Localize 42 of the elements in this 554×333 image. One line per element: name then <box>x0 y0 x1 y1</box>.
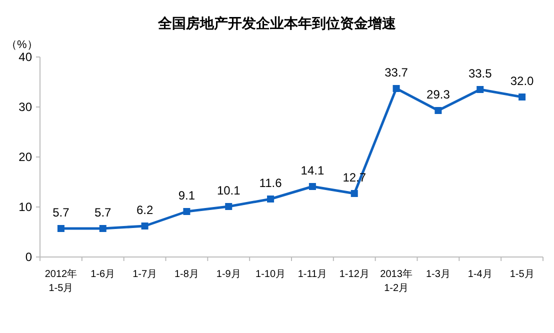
data-label: 9.1 <box>178 188 196 202</box>
point <box>476 86 484 93</box>
point <box>392 85 400 92</box>
chart-title: 全国房地产开发企业本年到位资金增速 <box>157 15 397 31</box>
x-tick-label: 2013年 1-2月 <box>380 268 412 294</box>
point <box>141 222 148 230</box>
data-label: 5.7 <box>94 206 112 220</box>
y-tick-label: 30 <box>18 100 32 114</box>
x-tick-label: 1-12月 <box>339 269 370 280</box>
x-tick-label: 1-6月 <box>90 269 116 280</box>
x-tick-label: 1-5月 <box>510 269 534 280</box>
point <box>518 94 526 100</box>
y-tick-label: 0 <box>25 250 32 264</box>
x-tick-label: 1-8月 <box>174 269 199 280</box>
y-tick-label: 40 <box>18 50 32 64</box>
data-label: 5.7 <box>52 206 70 220</box>
y-axis-title: （%） <box>6 39 38 51</box>
point <box>57 225 64 232</box>
data-label: 6.2 <box>136 203 154 217</box>
x-tick-label: 2012年 1-5月 <box>44 268 78 294</box>
data-label: 10.1 <box>216 184 241 198</box>
point <box>225 203 232 210</box>
data-label: 11.6 <box>259 176 282 190</box>
y-tick-label: 20 <box>18 150 32 164</box>
point <box>308 183 316 190</box>
x-tick-label: 1-10月 <box>256 269 286 280</box>
x-tick-label: 1-11月 <box>298 269 328 280</box>
point <box>267 196 274 202</box>
x-tick-label: 1-3月 <box>426 269 450 280</box>
point <box>350 190 358 197</box>
y-tick-label: 10 <box>18 200 32 214</box>
x-tick-label: 1-4月 <box>468 269 492 280</box>
data-label: 33.7 <box>384 66 408 80</box>
point <box>99 225 106 232</box>
point <box>183 208 190 215</box>
point <box>434 107 442 114</box>
data-label: 14.1 <box>300 164 324 178</box>
x-tick-label: 1-7月 <box>132 269 158 280</box>
data-label: 29.3 <box>426 88 450 102</box>
data-label: 32.0 <box>510 74 534 88</box>
x-tick-label: 1-9月 <box>216 269 241 280</box>
data-label: 33.5 <box>468 66 492 80</box>
